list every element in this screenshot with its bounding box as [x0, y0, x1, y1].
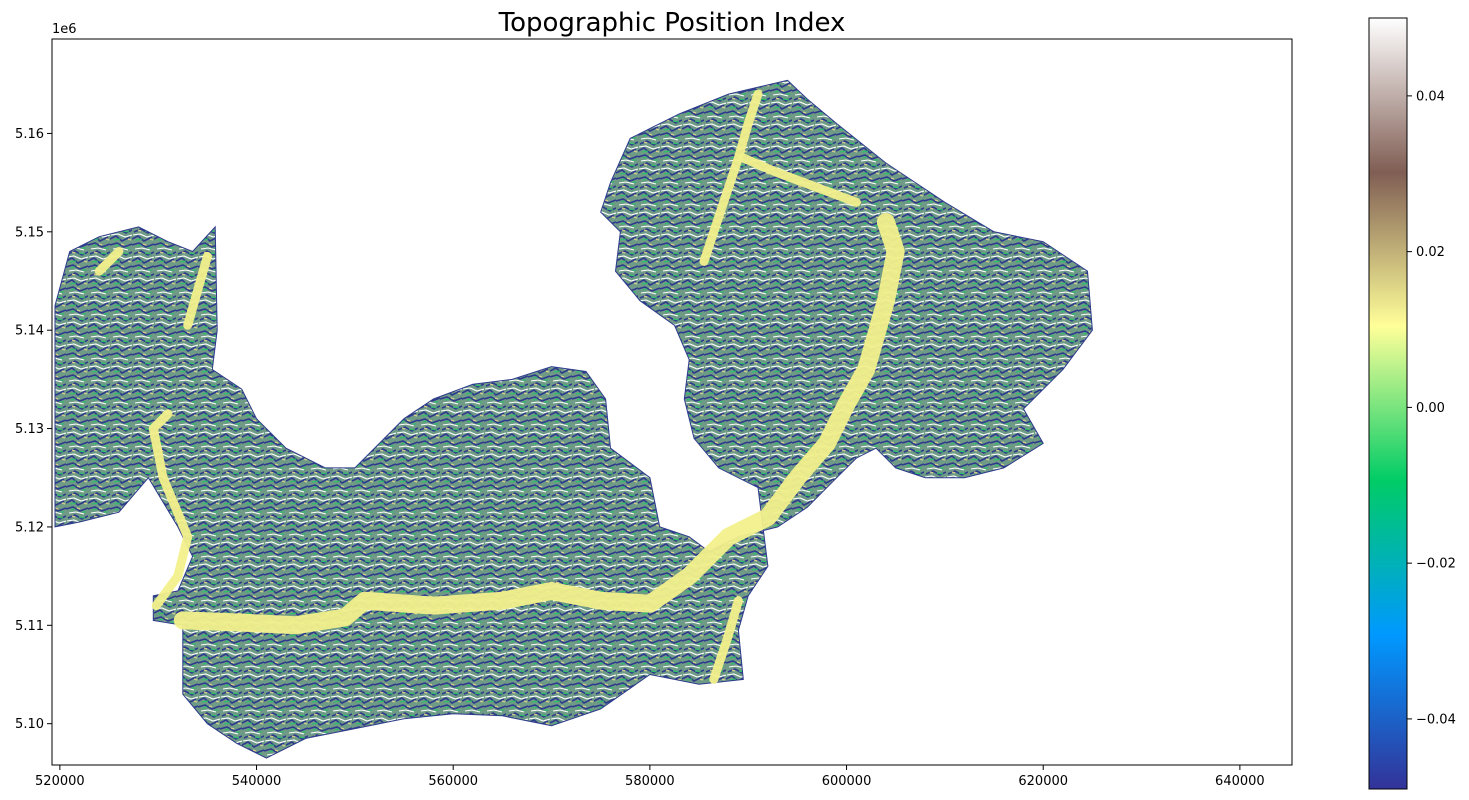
- valley-floor-6: [183, 251, 212, 330]
- colorbar-tick-label: 0.04: [1416, 89, 1445, 104]
- valley-floor-3: [709, 596, 743, 684]
- y-tick-label: 5.15: [15, 225, 44, 240]
- y-tick-label: 5.10: [15, 717, 44, 732]
- x-tick-label: 540000: [232, 774, 282, 789]
- y-tick-label: 5.11: [15, 619, 44, 634]
- y-tick-label: 5.13: [15, 422, 44, 437]
- valley-floor-7: [94, 247, 124, 276]
- colorbar-tick-label: −0.04: [1416, 712, 1456, 727]
- x-tick-label: 520000: [35, 774, 85, 789]
- plot-area: [54, 79, 1093, 759]
- x-axis: 520000 540000 560000 580000 600000 620000 6400…: [35, 765, 1265, 789]
- y-axis: 5.10 5.11 5.12 5.13 5.14 5.15 5.16: [15, 127, 52, 732]
- x-tick-label: 620000: [1018, 774, 1068, 789]
- y-tick-label: 5.14: [15, 324, 44, 339]
- tpi-region: [54, 79, 1093, 759]
- y-tick-label: 5.12: [15, 520, 44, 535]
- x-tick-label: 560000: [428, 774, 478, 789]
- chart-title: Topographic Position Index: [498, 8, 846, 38]
- colorbar-axis: −0.04 −0.02 0.00 0.02 0.04: [1407, 89, 1456, 727]
- colorbar: [1368, 17, 1408, 790]
- valley-floor-1: [148, 409, 193, 611]
- valley-floors: [94, 89, 905, 684]
- x-tick-label: 600000: [822, 774, 872, 789]
- valley-floor-2: [173, 213, 905, 635]
- colorbar-tick-label: 0.00: [1416, 401, 1445, 416]
- valley-floor-4: [699, 89, 763, 266]
- colorbar-tick-label: 0.02: [1416, 245, 1445, 260]
- x-tick-label: 640000: [1215, 774, 1265, 789]
- y-offset-label: 1e6: [52, 22, 77, 37]
- valley-floor-5: [738, 153, 861, 207]
- y-tick-label: 5.16: [15, 127, 44, 142]
- colorbar-tick-label: −0.02: [1416, 557, 1456, 572]
- x-tick-label: 580000: [625, 774, 675, 789]
- axes-frame: [51, 38, 1293, 766]
